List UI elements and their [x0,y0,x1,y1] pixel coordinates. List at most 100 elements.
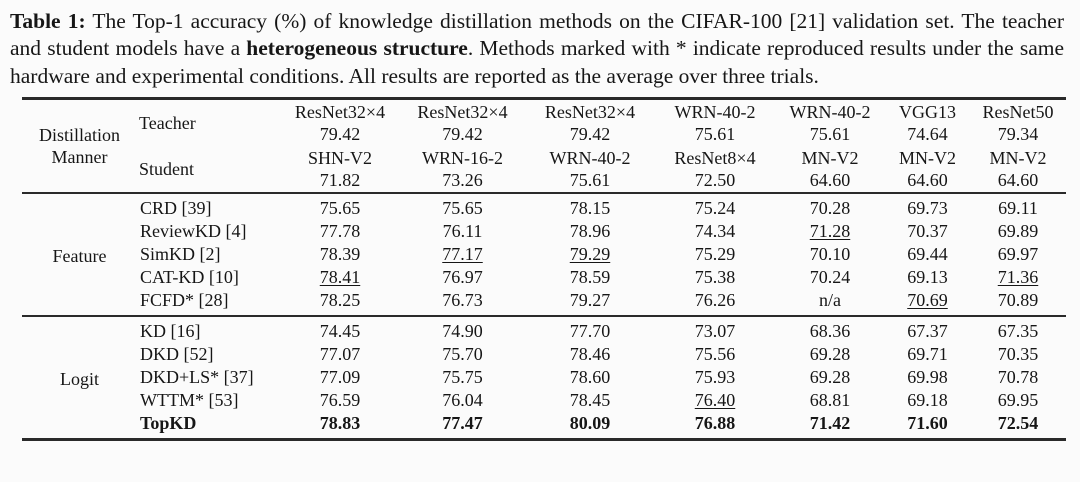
value-cell: 75.29 [694,244,736,265]
teacher-header-row: Distillation Manner Teacher ResNet32×4 79… [22,98,1066,195]
value-cell: 69.73 [907,198,948,219]
value-cell: 69.98 [907,367,948,388]
student-cell: SHN-V2 71.82 [280,146,400,195]
value-cell-bold: 72.54 [997,413,1039,434]
value-cell: 75.65 [442,198,483,219]
value-cell: 76.04 [442,390,483,411]
section-label-logit: Logit [60,369,99,390]
value-cell: 69.44 [907,244,948,265]
method-cell: WTTM* [53] [140,390,239,411]
method-cell: FCFD* [28] [137,289,280,318]
student-model: MN-V2 [899,148,956,169]
value-cell-bold: 71.42 [809,413,851,434]
teacher-cell: ResNet32×4 79.42 [280,99,400,147]
method-cell: SimKD [2] [140,244,221,265]
student-row-label: Student [137,146,280,195]
value-cell: 78.59 [569,267,611,288]
value-cell: 76.11 [442,221,483,242]
value-cell: 79.27 [525,289,655,318]
value-cell: 67.37 [907,321,948,342]
value-cell: 76.73 [400,289,525,318]
value-cell: 75.56 [694,344,736,365]
student-acc: 64.60 [907,170,948,191]
table-row-topkd: TopKD 78.83 77.47 80.09 76.88 71.42 71.6… [22,412,1066,440]
section-label-feature: Feature [22,193,137,318]
student-acc: 75.61 [569,170,611,191]
student-cell: MN-V2 64.60 [775,146,885,195]
value-cell: 78.46 [569,344,611,365]
student-acc: 73.26 [442,170,483,191]
method-cell: KD [16] [140,321,201,342]
student-model: WRN-16-2 [422,148,503,169]
value-cell: 69.13 [907,267,948,288]
method-cell: DKD+LS* [37] [140,367,254,388]
value-cell-bold: 80.09 [569,413,611,434]
student-cell: WRN-16-2 73.26 [400,146,525,195]
value-cell: 76.26 [655,289,775,318]
student-acc: 64.60 [997,170,1039,191]
teacher-acc: 79.42 [442,124,483,145]
student-acc: 71.82 [319,170,361,191]
table-row-dkd: DKD [52] 77.07 75.70 78.46 75.56 69.28 6… [22,343,1066,366]
value-cell: 78.60 [569,367,611,388]
table-row-dkdls: DKD+LS* [37] 77.09 75.75 78.60 75.93 69.… [22,366,1066,389]
student-model: MN-V2 [989,148,1047,169]
value-cell-bold: 78.83 [319,413,361,434]
value-cell-underlined: 78.41 [319,267,361,288]
student-cell: ResNet8×4 72.50 [655,146,775,195]
teacher-model: ResNet50 [982,102,1054,123]
teacher-acc: 75.61 [809,124,851,145]
value-cell: 68.36 [809,321,851,342]
caption-text-2: . Methods marked with * indicate reprodu… [10,36,1065,88]
teacher-model: VGG13 [899,102,956,123]
teacher-cell: ResNet50 79.34 [970,99,1066,147]
value-cell: 75.93 [694,367,736,388]
teacher-model: WRN-40-2 [674,102,756,123]
method-cell: CRD [39] [140,198,212,219]
teacher-acc: 75.61 [694,124,736,145]
student-model: ResNet8×4 [674,148,756,169]
value-cell: 77.78 [319,221,361,242]
value-cell: 70.10 [809,244,851,265]
value-cell: 74.34 [694,221,736,242]
value-cell: 75.38 [694,267,736,288]
value-cell: 74.45 [319,321,361,342]
value-cell: 69.28 [809,367,851,388]
value-cell: 77.09 [319,367,361,388]
teacher-acc: 79.34 [997,124,1039,145]
teacher-acc: 74.64 [907,124,948,145]
method-cell: CAT-KD [10] [140,267,239,288]
teacher-cell: VGG13 74.64 [885,99,970,147]
student-header-row: Student SHN-V2 71.82 WRN-16-2 73.26 WRN-40… [22,146,1066,195]
value-cell: 78.25 [280,289,400,318]
value-cell: 75.70 [442,344,483,365]
value-cell: 69.95 [997,390,1039,411]
teacher-cell: WRN-40-2 75.61 [655,99,775,147]
method-cell: TopKD [140,413,197,434]
student-model: SHN-V2 [307,148,372,169]
value-cell: 78.39 [319,244,361,265]
table-row-catkd: CAT-KD [10] 78.41 76.97 78.59 75.38 70.2… [22,266,1066,289]
value-cell: 69.89 [997,221,1039,242]
value-cell: 70.24 [809,267,851,288]
table-caption: Table 1: The Top-1 accuracy (%) of knowl… [10,8,1064,90]
table-row-crd: Feature CRD [39] 75.65 75.65 78.15 75.24… [22,193,1066,318]
method-cell: ReviewKD [4] [140,221,247,242]
value-cell-bold: 71.60 [907,413,948,434]
teacher-acc: 79.42 [319,124,361,145]
value-cell: 73.07 [694,321,736,342]
value-cell: 69.71 [907,344,948,365]
value-cell: 70.37 [907,221,948,242]
table-row-reviewkd: ReviewKD [4] 77.78 76.11 78.96 74.34 71.… [22,220,1066,243]
value-cell: 75.24 [694,198,736,219]
value-cell: 76.59 [319,390,361,411]
value-cell: 78.15 [569,198,611,219]
student-acc: 72.50 [694,170,736,191]
value-cell: 70.35 [997,344,1039,365]
caption-label: Table 1: [10,9,86,33]
value-cell: 70.89 [970,289,1066,318]
teacher-cell: WRN-40-2 75.61 [775,99,885,147]
teacher-row-label: Teacher [139,112,196,133]
value-cell: 77.07 [319,344,361,365]
caption-text-1: The Top-1 accuracy (%) of knowledge dist… [10,9,1065,61]
